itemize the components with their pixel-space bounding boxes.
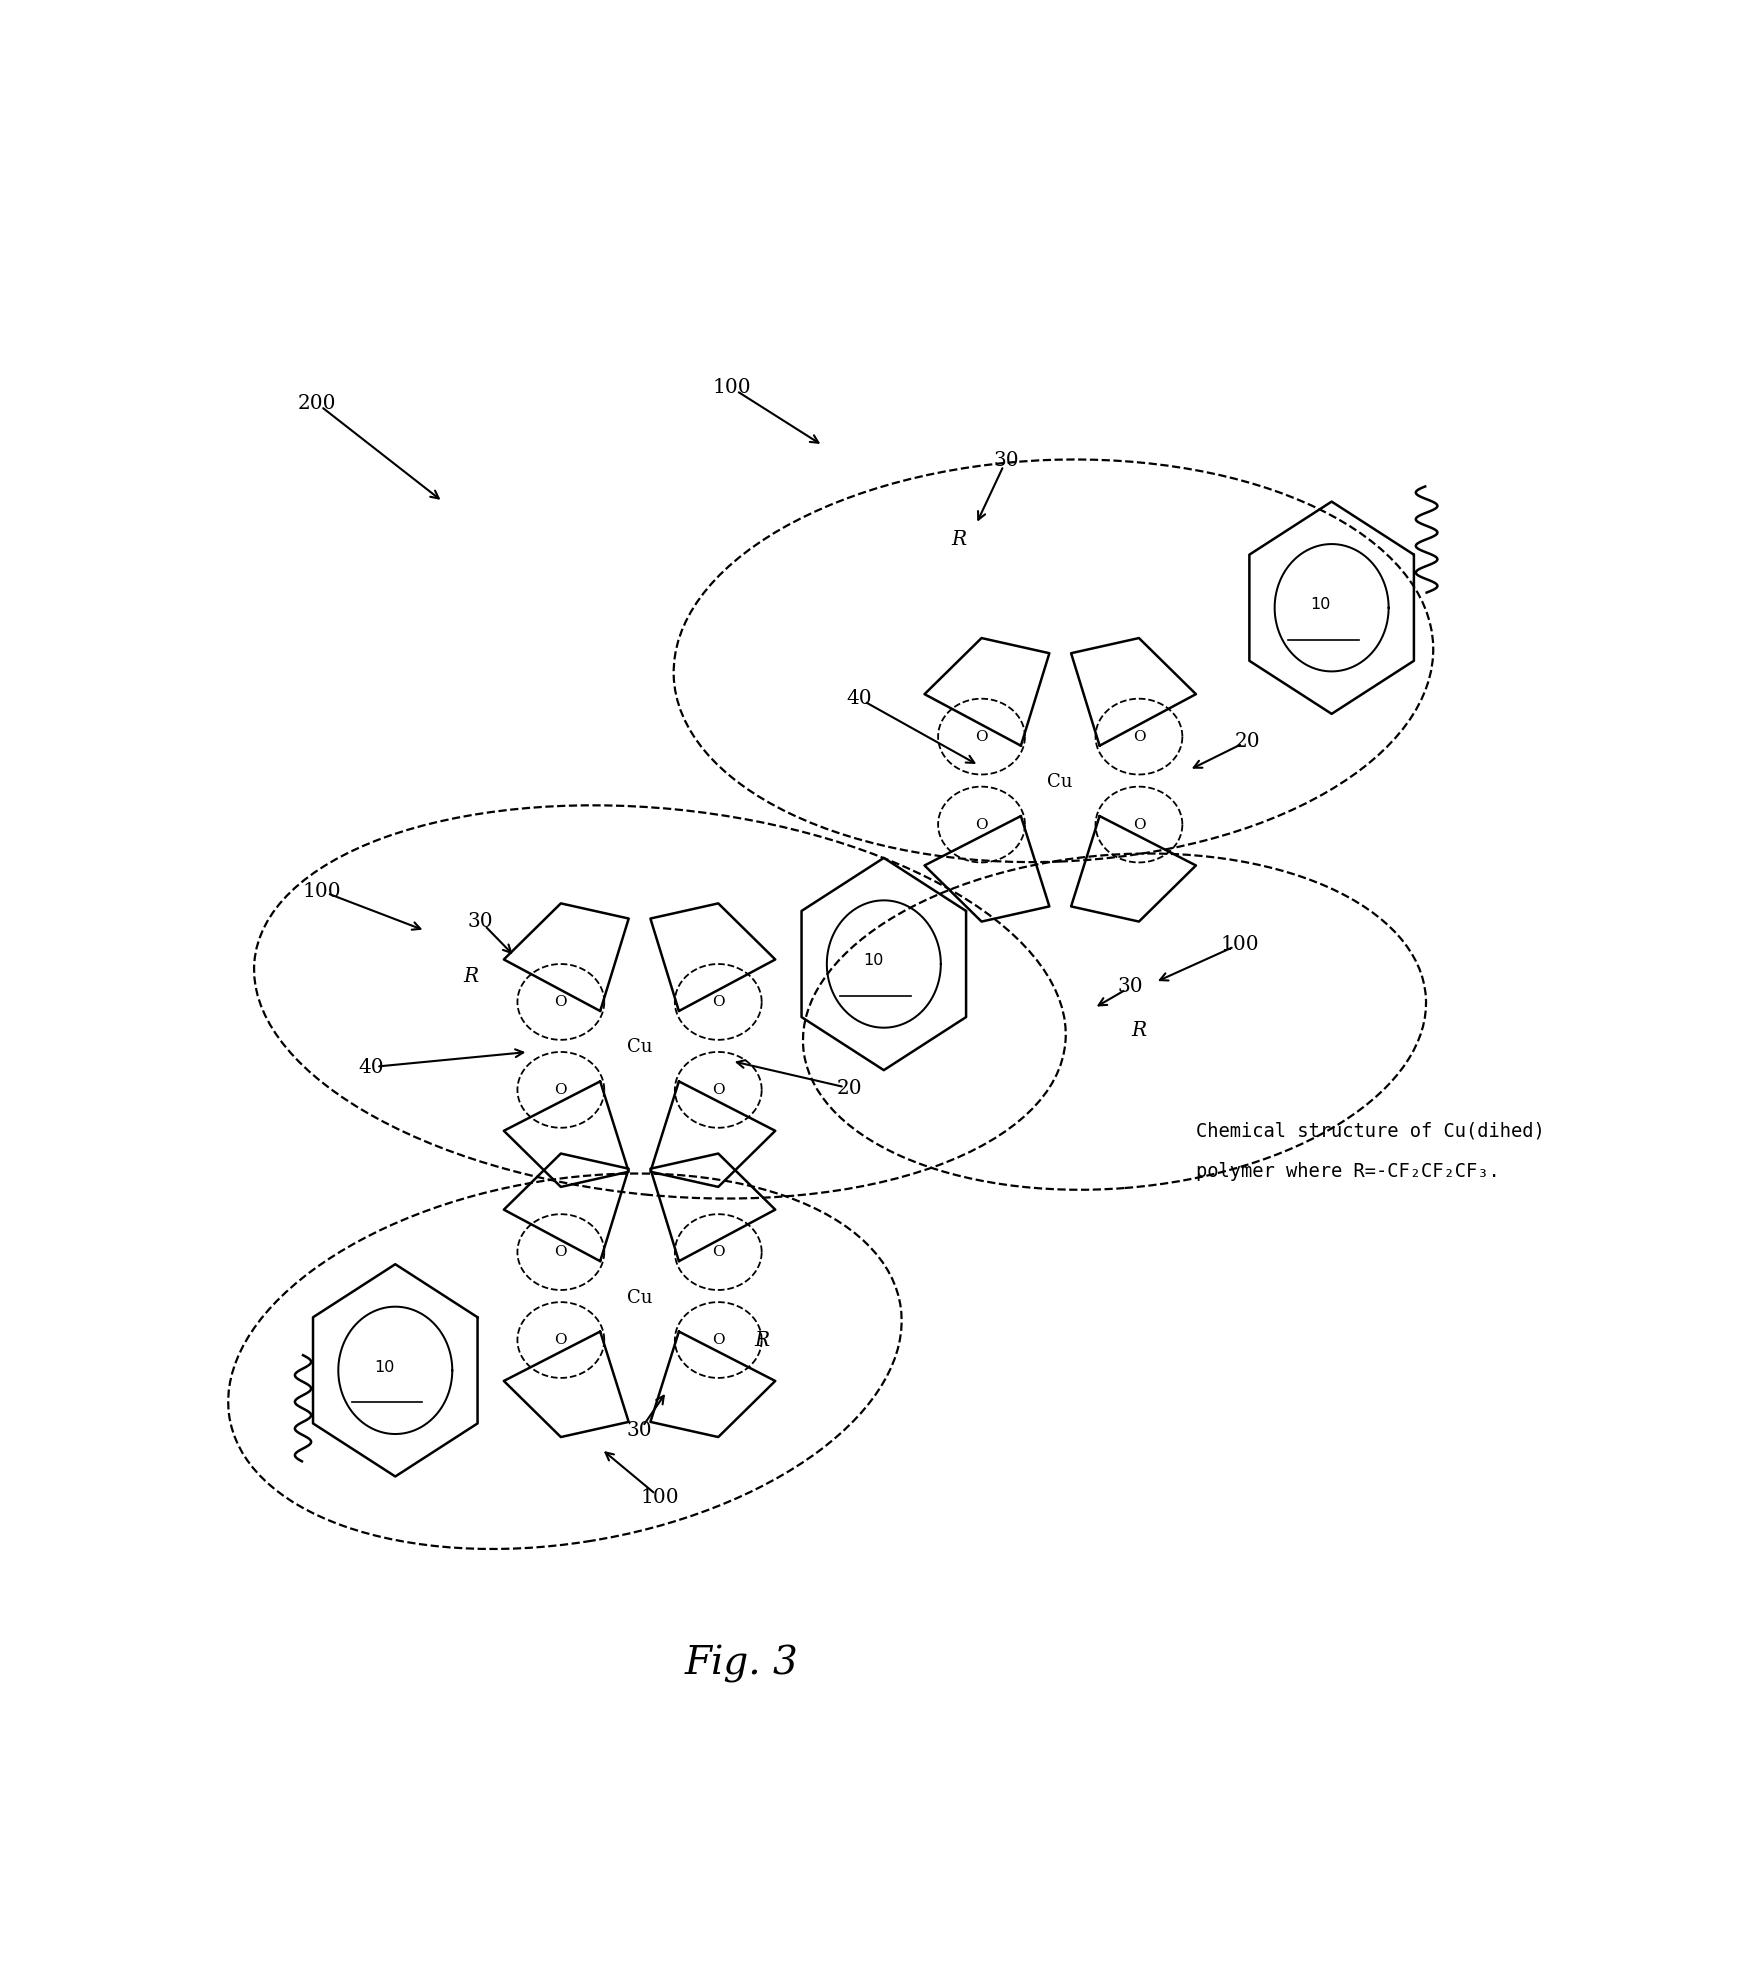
Text: Fig. 3: Fig. 3 — [685, 1646, 798, 1683]
Text: Cu: Cu — [627, 1038, 653, 1057]
Text: 20: 20 — [837, 1079, 863, 1099]
Text: O: O — [975, 817, 988, 831]
Text: 20: 20 — [1234, 732, 1261, 750]
Text: 10: 10 — [1310, 597, 1331, 612]
Text: O: O — [713, 1083, 725, 1097]
Text: O: O — [555, 1333, 567, 1347]
Text: R: R — [1131, 1022, 1147, 1040]
Text: O: O — [713, 1244, 725, 1258]
Text: Chemical structure of Cu(dihed): Chemical structure of Cu(dihed) — [1196, 1120, 1544, 1140]
Text: R: R — [464, 967, 478, 986]
Text: 100: 100 — [303, 882, 341, 900]
Text: 40: 40 — [846, 689, 872, 709]
Text: O: O — [713, 1333, 725, 1347]
Text: 30: 30 — [993, 451, 1019, 471]
Text: 40: 40 — [357, 1057, 383, 1077]
Text: polymer where R=-CF₂CF₂CF₃.: polymer where R=-CF₂CF₂CF₃. — [1196, 1162, 1499, 1181]
Text: O: O — [713, 994, 725, 1008]
Text: 10: 10 — [863, 953, 883, 969]
Text: Cu: Cu — [627, 1288, 653, 1307]
Text: O: O — [1133, 730, 1145, 744]
Text: 200: 200 — [298, 394, 336, 413]
Text: 10: 10 — [375, 1361, 394, 1374]
Text: 100: 100 — [713, 378, 751, 398]
Text: 30: 30 — [627, 1422, 653, 1441]
Text: O: O — [555, 1244, 567, 1258]
Text: 100: 100 — [1220, 935, 1259, 953]
Text: 30: 30 — [1117, 977, 1143, 996]
Text: O: O — [555, 994, 567, 1008]
Text: Cu: Cu — [1047, 774, 1073, 792]
Text: O: O — [1133, 817, 1145, 831]
Text: O: O — [975, 730, 988, 744]
Text: R: R — [951, 530, 967, 549]
Text: 100: 100 — [641, 1489, 679, 1506]
Text: R: R — [755, 1331, 769, 1349]
Text: O: O — [555, 1083, 567, 1097]
Text: 30: 30 — [468, 912, 494, 931]
